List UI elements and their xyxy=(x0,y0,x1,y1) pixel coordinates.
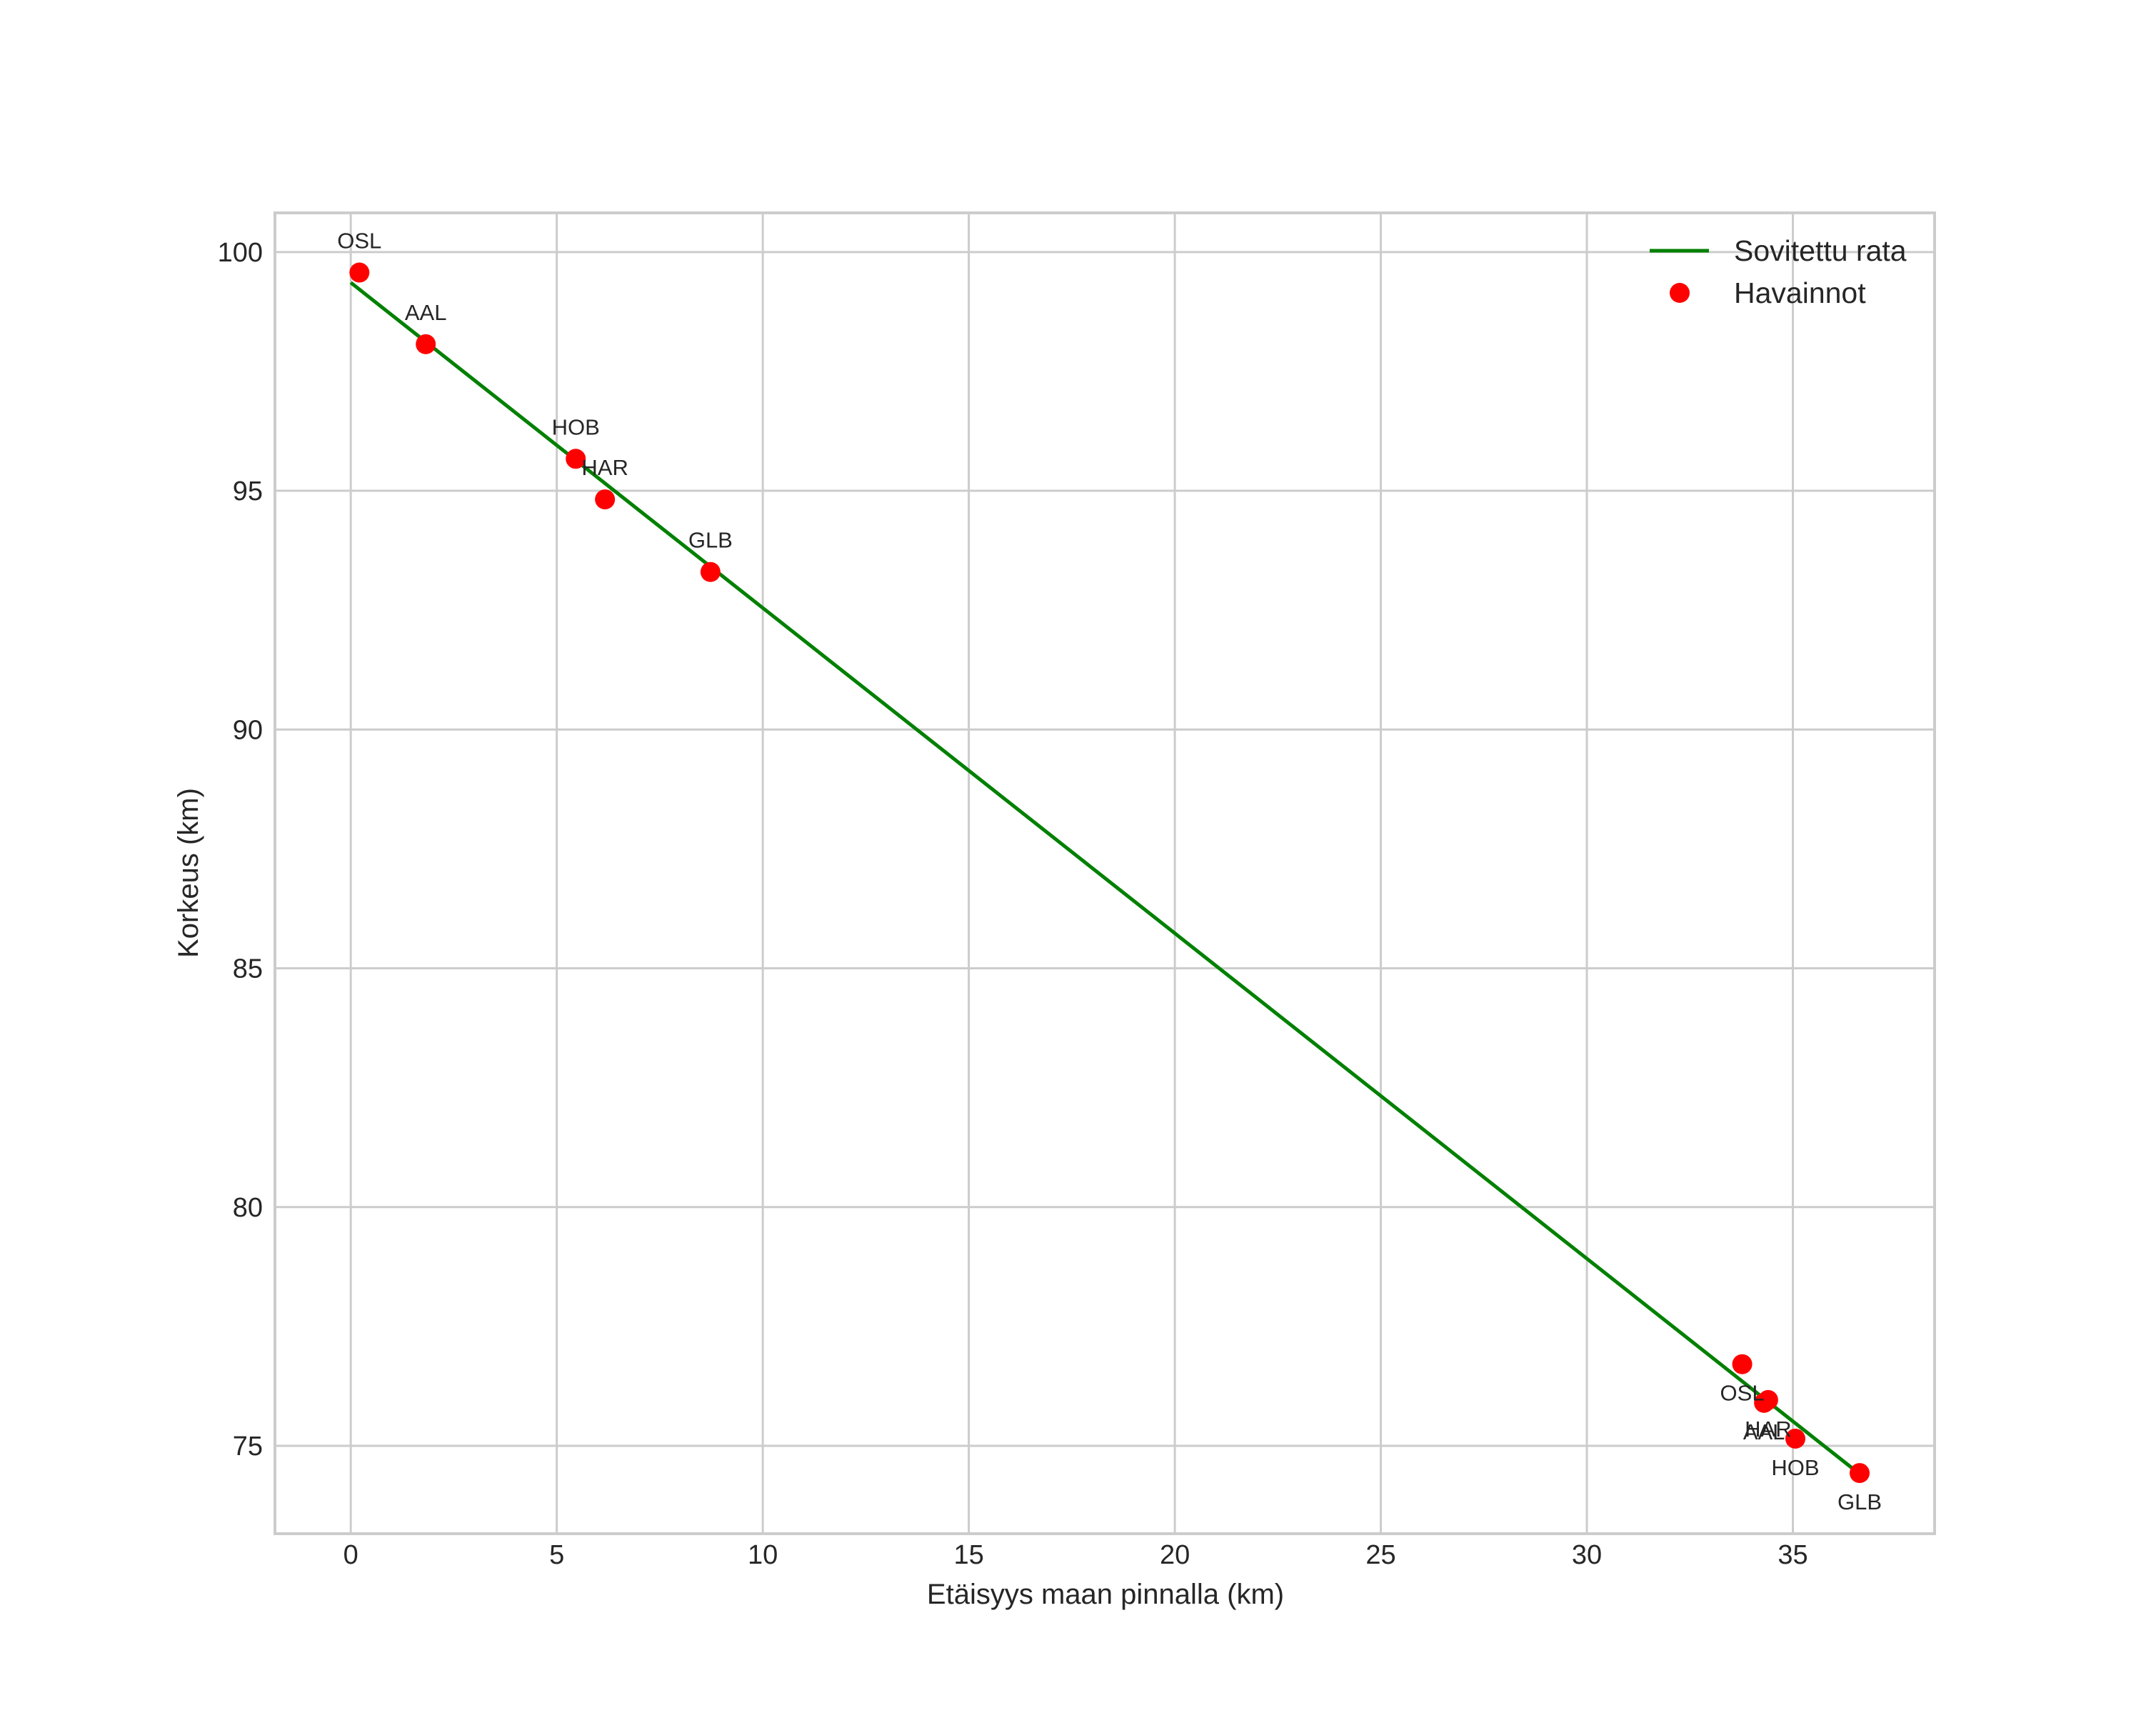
data-point-osl xyxy=(349,262,370,283)
x-tick-label: 15 xyxy=(953,1540,983,1570)
axes-frame xyxy=(274,211,1936,1535)
point-label-hob: HOB xyxy=(1771,1455,1819,1480)
data-point-glb xyxy=(700,561,721,582)
y-tick-label: 75 xyxy=(233,1432,263,1462)
legend-marker-swatch xyxy=(1670,283,1690,303)
x-tick-label: 25 xyxy=(1365,1540,1395,1570)
y-tick-label: 90 xyxy=(233,715,263,745)
point-label-glb: GLB xyxy=(1837,1489,1882,1514)
data-point-har xyxy=(595,489,616,510)
legend: Sovitettu rata Havainnot xyxy=(1650,234,1907,309)
y-axis-ticks: 75 80 85 90 95 100 xyxy=(218,238,263,1462)
data-point-har xyxy=(1758,1389,1778,1410)
point-label-hob: HOB xyxy=(552,414,600,439)
point-label-aal: AAL xyxy=(405,300,447,325)
y-tick-label: 85 xyxy=(233,954,263,984)
point-label-osl: OSL xyxy=(337,229,381,254)
x-tick-label: 0 xyxy=(344,1540,359,1570)
data-point-aal xyxy=(416,334,436,354)
x-tick-label: 30 xyxy=(1572,1540,1602,1570)
legend-label-fit: Sovitettu rata xyxy=(1734,234,1907,267)
point-label-har: HAR xyxy=(581,455,628,480)
data-point-hob xyxy=(1785,1428,1805,1449)
fit-line-path xyxy=(349,281,1853,1469)
legend-label-observations: Havainnot xyxy=(1734,276,1866,309)
y-tick-label: 80 xyxy=(233,1193,263,1223)
fitted-trajectory-line xyxy=(349,281,1853,1469)
y-tick-label: 95 xyxy=(233,476,263,506)
grid xyxy=(275,213,1935,1534)
data-point-hob xyxy=(566,449,586,469)
x-tick-label: 35 xyxy=(1778,1540,1807,1570)
x-axis-ticks: 0 5 10 15 20 25 30 35 xyxy=(344,1540,1808,1570)
point-label-osl: OSL xyxy=(1720,1381,1765,1406)
y-axis-label: Korkeus (km) xyxy=(173,788,204,958)
point-label-har: HAR xyxy=(1745,1417,1791,1442)
x-tick-label: 5 xyxy=(549,1540,564,1570)
data-point-osl xyxy=(1732,1354,1753,1374)
data-point-glb xyxy=(1849,1463,1870,1484)
point-label-glb: GLB xyxy=(688,528,733,553)
observation-points xyxy=(349,262,1870,1484)
y-tick-label: 100 xyxy=(218,238,263,268)
x-tick-label: 10 xyxy=(748,1540,778,1570)
x-tick-label: 20 xyxy=(1160,1540,1190,1570)
point-label-aal: AAL xyxy=(1743,1419,1785,1444)
x-axis-label: Etäisyys maan pinnalla (km) xyxy=(927,1579,1284,1610)
